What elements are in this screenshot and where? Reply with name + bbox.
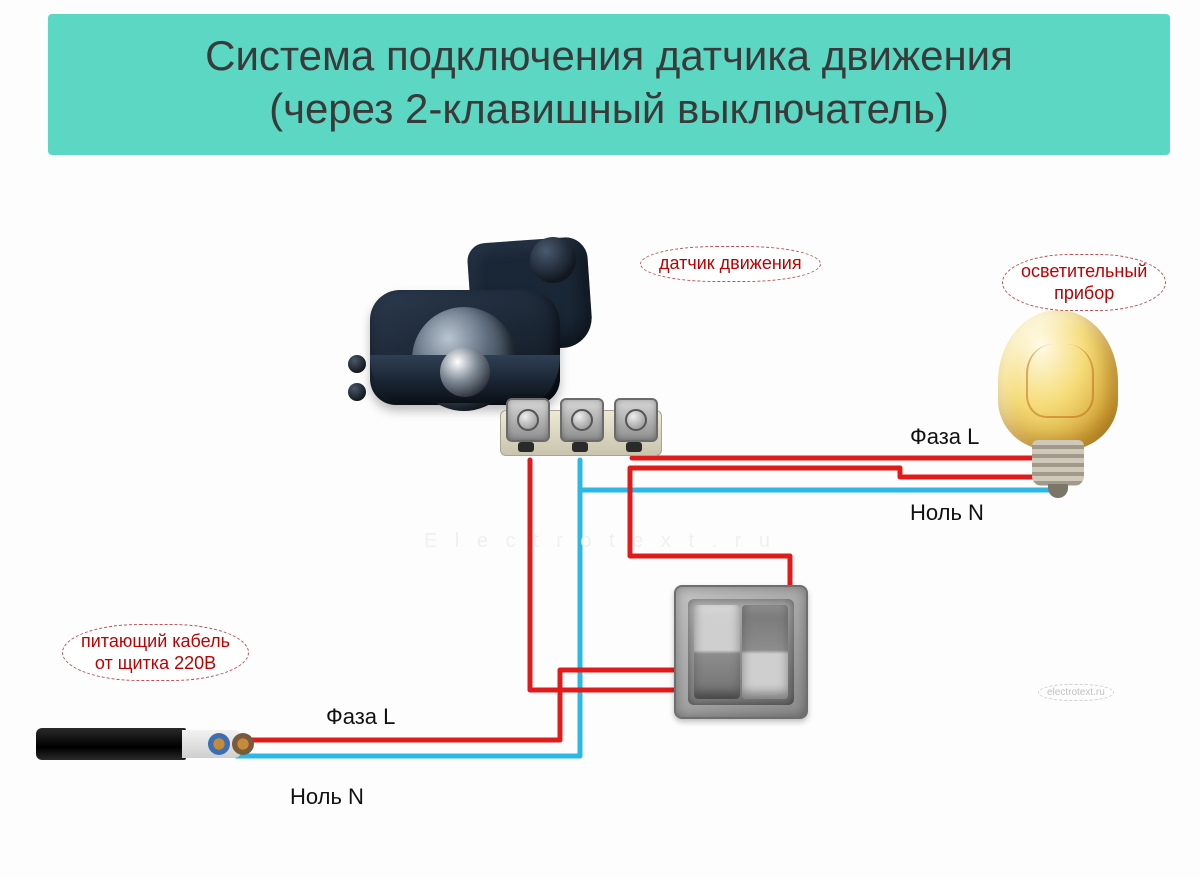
sensor-knob-2 [348,383,366,401]
switch-rocker-right [742,605,788,699]
supply-cable [36,720,286,768]
callout-lamp-line2: прибор [1021,283,1147,305]
callout-cable-line1: питающий кабель [81,631,230,653]
motion-sensor [340,235,600,415]
center-watermark: E l e c t r o t e x t . r u [424,530,776,553]
callout-cable: питающий кабель от щитка 220В [62,624,249,681]
terminal-screw-1 [506,398,550,442]
title-line1: Система подключения датчика движения [58,30,1160,83]
sensor-hinge [530,237,576,283]
cable-core-brown [232,733,254,755]
sensor-lens [440,347,490,397]
bulb-base [1032,440,1084,486]
two-gang-switch [674,585,808,719]
sensor-knob-1 [348,355,366,373]
terminal-port-2 [572,442,588,452]
light-bulb [998,310,1118,500]
title-line2: (через 2-клавишный выключатель) [58,83,1160,136]
switch-rocker-left [694,605,740,699]
label-phase-bot: Фаза L [326,704,395,730]
callout-lamp: осветительный прибор [1002,254,1166,311]
switch-plate [688,599,794,705]
diagram-canvas: Система подключения датчика движения (че… [0,0,1200,879]
terminal-screw-3 [614,398,658,442]
terminal-block [500,398,660,460]
site-watermark-small: electrotext.ru [1038,684,1114,701]
callout-cable-line2: от щитка 220В [81,653,230,675]
label-phase-top: Фаза L [910,424,979,450]
callout-sensor: датчик движения [640,246,821,282]
bulb-tip [1048,484,1068,498]
title-box: Система подключения датчика движения (че… [48,14,1170,155]
label-neutral-bot: Ноль N [290,784,364,810]
cable-core-blue [208,733,230,755]
terminal-port-3 [626,442,642,452]
label-neutral-top: Ноль N [910,500,984,526]
terminal-screw-2 [560,398,604,442]
terminal-port-1 [518,442,534,452]
callout-lamp-line1: осветительный [1021,261,1147,283]
bulb-filament [1026,344,1094,418]
callout-sensor-text: датчик движения [659,253,802,273]
cable-jacket [36,728,186,760]
wire-phase-supply [238,670,686,740]
wire-neutral-supply [236,460,580,756]
site-watermark-text: electrotext.ru [1047,687,1105,698]
